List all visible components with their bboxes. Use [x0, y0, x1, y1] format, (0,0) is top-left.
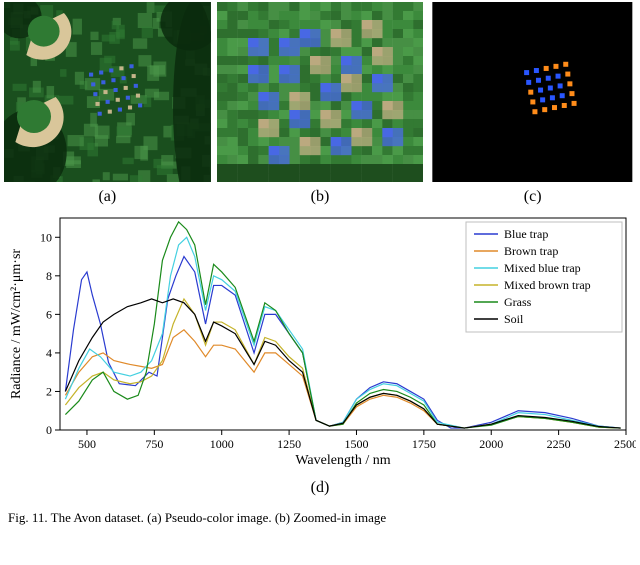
panel-c: (c): [429, 2, 636, 206]
svg-text:6: 6: [46, 307, 52, 321]
panel-c-image: [429, 2, 636, 182]
svg-text:Mixed blue trap: Mixed blue trap: [504, 261, 581, 275]
panel-a: (a): [4, 2, 211, 206]
svg-text:Mixed brown trap: Mixed brown trap: [504, 278, 591, 292]
svg-text:1750: 1750: [412, 437, 436, 451]
svg-text:Grass: Grass: [504, 295, 532, 309]
panel-b-image: [217, 2, 424, 182]
svg-text:2500: 2500: [614, 437, 636, 451]
panel-b: (b): [217, 2, 424, 206]
svg-text:2250: 2250: [547, 437, 571, 451]
svg-text:Radiance / mW/cm²·μm·sr: Radiance / mW/cm²·μm·sr: [9, 249, 24, 399]
svg-text:8: 8: [46, 269, 52, 283]
svg-text:4: 4: [46, 346, 52, 360]
svg-text:Wavelength / nm: Wavelength / nm: [295, 453, 390, 468]
svg-text:1000: 1000: [210, 437, 234, 451]
svg-text:1250: 1250: [277, 437, 301, 451]
panel-b-caption: (b): [311, 188, 330, 206]
figure-11: (a) (b) (c) 5007501000125015001750200022…: [0, 0, 640, 529]
svg-text:10: 10: [40, 230, 52, 244]
svg-text:Brown trap: Brown trap: [504, 244, 558, 258]
svg-text:500: 500: [78, 437, 96, 451]
panel-c-caption: (c): [524, 188, 542, 206]
svg-text:2000: 2000: [479, 437, 503, 451]
spectra-chart: 500 750 1000 1250 1500 1750 2000 2250 2500 0 2 4 6 8 1…: [4, 210, 636, 470]
svg-text:1500: 1500: [344, 437, 368, 451]
svg-text:Blue trap: Blue trap: [504, 227, 548, 241]
panel-d: 500 750 1000 1250 1500 1750 2000 2250 2500 0 2 4 6 8 1…: [4, 210, 636, 497]
panel-a-image: [4, 2, 211, 182]
svg-text:750: 750: [145, 437, 163, 451]
svg-text:2: 2: [46, 384, 52, 398]
panel-row-abc: (a) (b) (c): [4, 2, 636, 206]
svg-text:Soil: Soil: [504, 312, 524, 326]
figure-caption: Fig. 11. The Avon dataset. (a) Pseudo-co…: [4, 509, 636, 527]
panel-d-caption: (d): [4, 479, 636, 497]
svg-text:0: 0: [46, 423, 52, 437]
panel-a-caption: (a): [98, 188, 116, 206]
